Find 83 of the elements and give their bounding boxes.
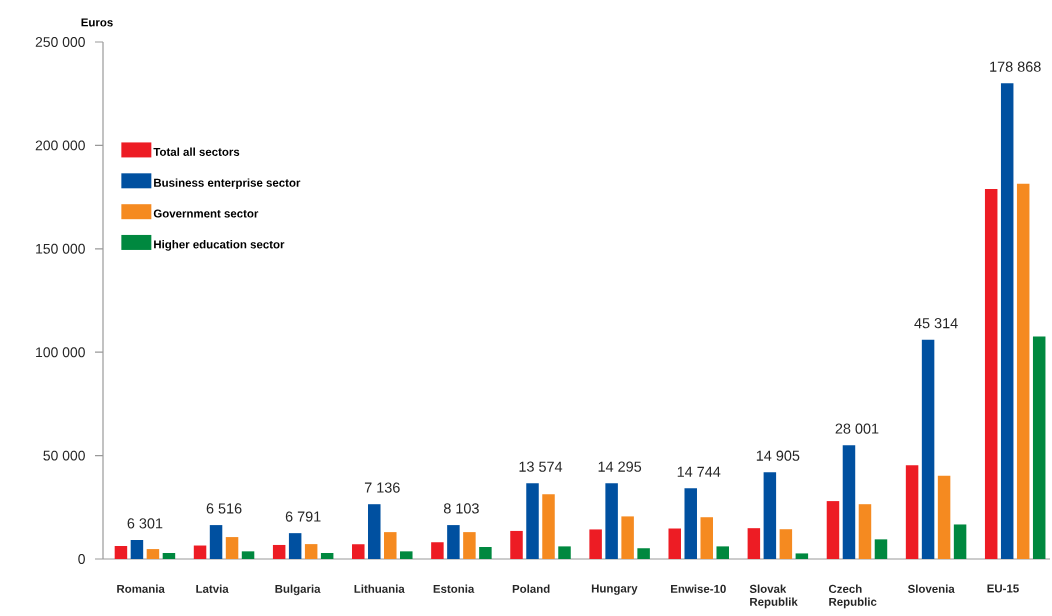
bar	[700, 517, 713, 559]
bar	[1016, 183, 1030, 559]
annotation: 6 516	[206, 503, 242, 514]
x-tick-label: Romania	[117, 584, 165, 593]
annotation: 8 103	[443, 503, 479, 514]
annotation: 14 905	[756, 450, 800, 461]
y-tick-label: 150 000	[36, 243, 85, 254]
bar	[605, 483, 618, 559]
bar	[272, 544, 286, 559]
bar	[905, 465, 919, 559]
bar	[779, 529, 793, 559]
annotation: 178 868	[990, 61, 1041, 72]
bar	[858, 504, 872, 559]
bar	[842, 445, 856, 559]
bar	[526, 483, 539, 559]
x-tick-label: Latvia	[196, 584, 229, 593]
y-tick-label: 200 000	[35, 140, 85, 151]
bar	[447, 525, 460, 559]
bar	[162, 553, 176, 559]
bar	[400, 551, 413, 559]
x-tick-label: Lithuania	[354, 584, 405, 593]
y-tick-label: 100 000	[36, 347, 85, 358]
bar	[368, 504, 381, 559]
annotation: 13 574	[519, 461, 563, 472]
bar	[320, 553, 334, 559]
bar	[1000, 83, 1014, 559]
bar	[637, 548, 650, 559]
legend-label: Higher education sector	[154, 240, 285, 251]
bar	[795, 553, 809, 559]
bar	[684, 488, 697, 559]
bar	[241, 551, 255, 559]
y-tick-label: 0	[78, 554, 85, 564]
bar	[130, 539, 144, 559]
bar	[510, 530, 523, 559]
y-tick-label: 50 000	[43, 450, 85, 461]
bar	[874, 539, 888, 559]
y-tick-label: 250 000	[35, 37, 85, 47]
x-tick-label: Slovak Republik	[749, 584, 798, 609]
bar	[921, 339, 935, 559]
annotation: 6 301	[127, 518, 163, 529]
bar	[1032, 336, 1046, 559]
bar	[937, 475, 951, 559]
bar	[193, 545, 207, 559]
bar	[431, 542, 444, 559]
bar	[747, 528, 761, 559]
bar	[479, 547, 492, 559]
bar	[114, 545, 128, 559]
annotation: 6 791	[285, 511, 321, 522]
bar	[288, 533, 302, 559]
bar	[384, 532, 397, 559]
bar	[953, 524, 967, 559]
annotation: 14 295	[598, 461, 642, 472]
bar	[225, 537, 239, 559]
bar	[621, 516, 634, 559]
bar	[589, 529, 602, 559]
bar	[984, 189, 998, 559]
bar	[352, 544, 365, 559]
x-tick-label: Poland	[512, 584, 550, 593]
bar	[542, 494, 555, 559]
bar	[668, 528, 681, 559]
bar	[209, 525, 223, 559]
legend-label: Government sector	[153, 209, 259, 218]
bar	[463, 532, 476, 559]
bar	[146, 549, 160, 559]
bar	[826, 501, 840, 559]
x-tick-label: Estonia	[433, 584, 475, 593]
x-tick-label: Hungary	[591, 584, 638, 595]
annotation: 45 314	[914, 318, 958, 329]
x-tick-label: Enwise-10	[671, 584, 726, 593]
x-tick-label: EU-15	[987, 584, 1019, 593]
bar	[558, 546, 571, 559]
legend-label: Total all sectors	[153, 147, 240, 156]
annotation: 28 001	[835, 423, 879, 434]
bar	[763, 472, 777, 559]
x-tick-label: Bulgaria	[275, 584, 321, 596]
legend-label: Business enterprise sector	[154, 178, 301, 190]
annotation: 7 136	[364, 482, 400, 493]
annotation: 14 744	[677, 466, 721, 477]
x-tick-label: Czech Republic	[828, 584, 877, 609]
y-axis-title: Euros	[81, 18, 113, 27]
bar	[304, 544, 318, 559]
bar	[716, 546, 729, 559]
x-tick-label: Slovenia	[907, 584, 955, 593]
